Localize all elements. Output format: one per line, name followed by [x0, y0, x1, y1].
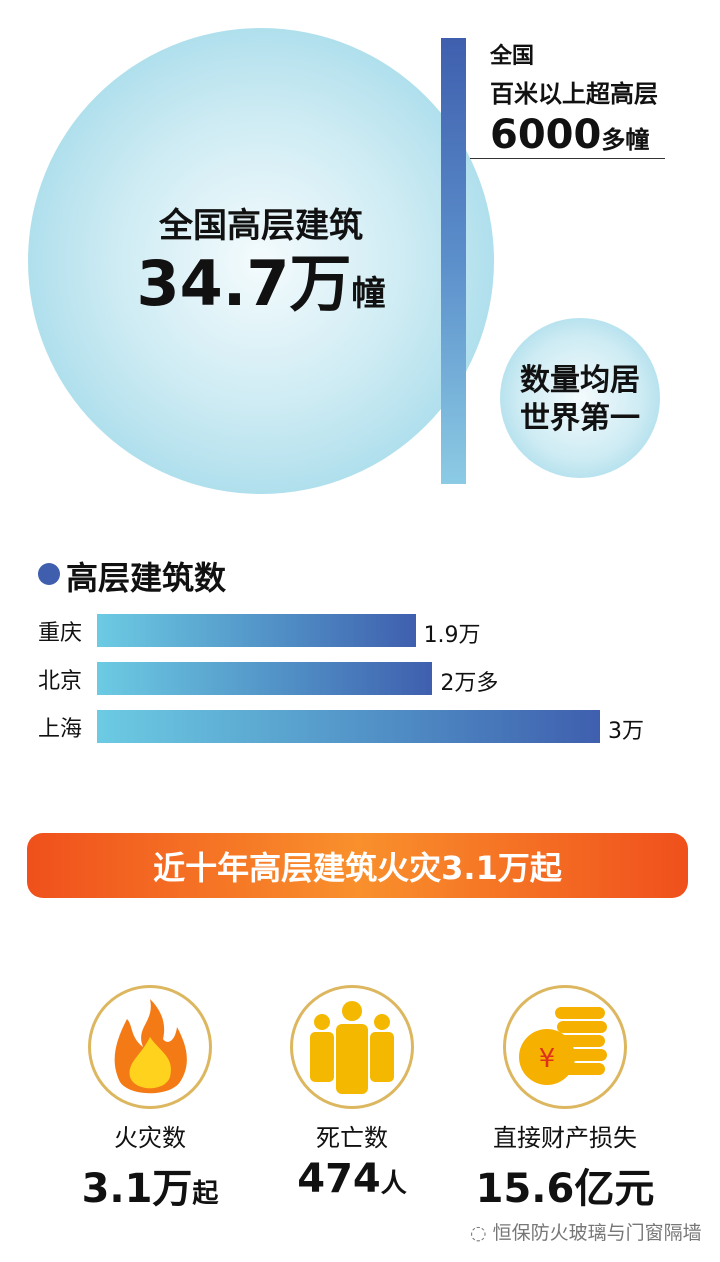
stat-label: 火灾数	[114, 1124, 186, 1152]
stat-label: 死亡数	[316, 1124, 388, 1152]
hero-label: 全国高层建筑	[159, 206, 363, 246]
vertical-divider-bar	[441, 38, 466, 484]
badge-line1: 数量均居	[520, 363, 640, 398]
chart-title: 高层建筑数	[66, 559, 227, 597]
watermark-text: 恒保防火玻璃与门窗隔墙	[492, 1222, 702, 1244]
coins-icon: ¥	[519, 1007, 607, 1085]
bar-北京	[97, 662, 433, 695]
side-line2: 百米以上超高层	[490, 80, 658, 108]
side-underline	[470, 158, 665, 159]
side-value: 6000多幢	[490, 112, 649, 158]
svg-text:¥: ¥	[539, 1044, 556, 1074]
fire-icon	[114, 999, 187, 1094]
people-icon-circle	[290, 985, 414, 1109]
stat-unit: 人	[380, 1169, 407, 1199]
side-line1: 全国	[490, 44, 535, 69]
bar-value-label: 2万多	[440, 671, 499, 696]
hero-unit: 幢	[351, 274, 386, 314]
bar-重庆	[97, 614, 416, 647]
badge-line2: 世界第一	[520, 401, 640, 436]
bar-category-label: 北京	[38, 669, 83, 694]
watermark: ◌ 恒保防火玻璃与门窗隔墙	[470, 1218, 702, 1245]
hero-value: 34.7万幢	[28, 248, 494, 330]
fire-icon-circle	[88, 985, 212, 1109]
hero-number: 34.7万	[136, 247, 352, 320]
bullet-dot-icon	[38, 563, 60, 585]
stat-number: 15.6亿元	[475, 1166, 655, 1212]
total-highrise-circle	[28, 28, 494, 494]
side-unit: 多幢	[601, 126, 650, 154]
stat-value: 474人	[232, 1156, 472, 1202]
stat-number: 474	[297, 1156, 381, 1202]
coins-icon-circle: ¥	[503, 985, 627, 1109]
stat-label: 直接财产损失	[493, 1124, 637, 1152]
side-number: 6000	[490, 112, 602, 158]
world-first-circle	[500, 318, 660, 478]
people-icon	[310, 1001, 394, 1094]
stat-number: 3.1万	[81, 1166, 193, 1212]
badge-text: 数量均居 世界第一	[500, 362, 660, 438]
fire-stats-banner: 近十年高层建筑火灾3.1万起	[27, 833, 688, 898]
stat-value: 3.1万起	[30, 1156, 270, 1214]
bar-value-label: 3万	[608, 719, 644, 744]
wechat-icon: ◌	[470, 1222, 493, 1244]
bar-category-label: 上海	[38, 717, 83, 742]
stat-value: 15.6亿元	[445, 1156, 685, 1214]
bar-category-label: 重庆	[38, 621, 83, 646]
bar-value-label: 1.9万	[423, 623, 481, 648]
bar-上海	[97, 710, 600, 743]
stat-unit: 起	[192, 1179, 219, 1209]
